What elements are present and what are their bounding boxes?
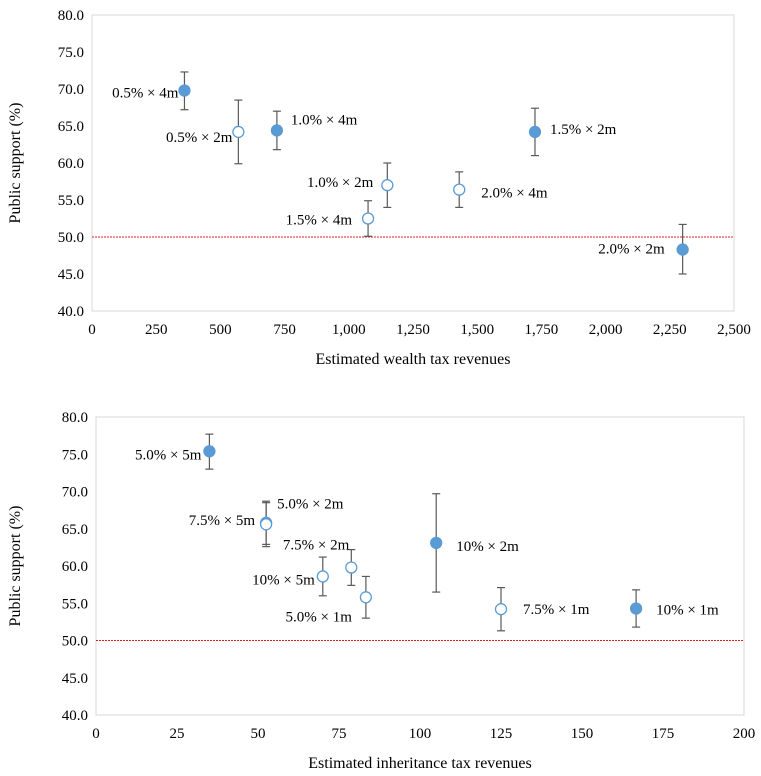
y-tick-label: 40.0: [58, 304, 84, 320]
x-tick-label: 175: [652, 726, 675, 742]
y-axis-title: Public support (%): [7, 103, 24, 224]
data-point-filled: [631, 603, 642, 614]
point-label: 7.5% × 1m: [523, 602, 590, 618]
data-point-open: [346, 562, 357, 573]
x-tick-labels: 0 250 500 750 1,000 1,250 1,500 1,750 2,000 2,250…: [88, 322, 751, 338]
x-axis-title: Estimated inheritance tax revenues: [308, 755, 531, 772]
x-tick-label: 25: [170, 726, 185, 742]
data-point-filled: [271, 125, 282, 136]
data-point-open: [360, 592, 371, 603]
y-tick-label: 40.0: [62, 708, 88, 724]
point-label: 5.0% × 2m: [277, 496, 344, 512]
y-tick-label: 45.0: [58, 267, 84, 283]
data-point-open: [261, 519, 272, 530]
x-tick-label: 250: [145, 322, 168, 338]
y-tick-label: 50.0: [58, 230, 84, 246]
point-labels: 0.5% × 4m 0.5% × 2m 1.0% × 4m 1.5% × 4m 1.0%…: [112, 85, 665, 257]
x-tick-label: 0: [92, 726, 100, 742]
x-tick-label: 1,500: [460, 322, 494, 338]
y-tick-label: 80.0: [62, 410, 88, 426]
y-tick-label: 65.0: [58, 119, 84, 135]
x-tick-label: 2,250: [653, 322, 687, 338]
plot-frame: [92, 15, 734, 311]
point-label: 1.0% × 4m: [291, 112, 358, 128]
x-tick-labels: 0 25 50 75 100 125 150 175 200: [92, 726, 755, 742]
point-label: 1.0% × 2m: [307, 175, 374, 191]
point-label: 2.0% × 4m: [481, 186, 548, 202]
x-tick-label: 500: [209, 322, 232, 338]
data-point-open: [317, 571, 328, 582]
point-label: 7.5% × 2m: [283, 537, 350, 553]
wealth-tax-chart: 40.0 45.0 50.0 55.0 60.0 65.0 70.0 75.0 80.0 0 25…: [7, 8, 751, 368]
inheritance-tax-chart: 40.0 45.0 50.0 55.0 60.0 65.0 70.0 75.0 80.0 0 25…: [7, 410, 755, 772]
point-label: 2.0% × 2m: [598, 242, 665, 258]
x-tick-label: 2,000: [589, 322, 623, 338]
x-tick-label: 1,250: [396, 322, 430, 338]
x-tick-label: 1,000: [332, 322, 366, 338]
x-tick-label: 100: [409, 726, 432, 742]
point-label: 5.0% × 1m: [286, 609, 353, 625]
x-tick-label: 0: [88, 322, 96, 338]
data-point-open: [382, 180, 393, 191]
data-point-filled: [677, 244, 688, 255]
y-axis-title: Public support (%): [7, 506, 24, 627]
y-tick-label: 70.0: [58, 82, 84, 98]
data-point-open: [454, 184, 465, 195]
data-point-filled: [431, 537, 442, 548]
point-label: 1.5% × 4m: [286, 213, 353, 229]
x-tick-label: 50: [251, 726, 266, 742]
point-label: 7.5% × 5m: [189, 513, 256, 529]
y-tick-label: 60.0: [58, 156, 84, 172]
x-tick-label: 200: [733, 726, 756, 742]
point-label: 10% × 5m: [252, 572, 315, 588]
y-tick-label: 55.0: [62, 596, 88, 612]
point-label: 1.5% × 2m: [550, 122, 617, 138]
data-point-filled: [204, 446, 215, 457]
x-tick-label: 750: [273, 322, 296, 338]
x-tick-label: 2,500: [717, 322, 751, 338]
point-labels: 5.0% × 5m 7.5% × 5m 5.0% × 2m 10% × 5m 7.5% …: [135, 447, 719, 625]
y-tick-label: 50.0: [62, 634, 88, 650]
y-tick-label: 65.0: [62, 522, 88, 538]
data-points: [179, 85, 688, 255]
x-tick-label: 150: [571, 726, 594, 742]
y-tick-labels: 40.0 45.0 50.0 55.0 60.0 65.0 70.0 75.0 80.0: [62, 410, 88, 724]
data-point-open: [363, 213, 374, 224]
y-tick-label: 60.0: [62, 559, 88, 575]
y-tick-label: 70.0: [62, 485, 88, 501]
y-tick-label: 80.0: [58, 8, 84, 24]
point-label: 0.5% × 4m: [112, 85, 179, 101]
point-label: 10% × 1m: [656, 602, 719, 618]
data-point-open: [496, 604, 507, 615]
y-tick-label: 55.0: [58, 193, 84, 209]
y-tick-label: 45.0: [62, 671, 88, 687]
data-points: [204, 446, 642, 615]
x-tick-label: 1,750: [525, 322, 559, 338]
data-point-filled: [179, 85, 190, 96]
point-label: 0.5% × 2m: [166, 130, 233, 146]
x-tick-label: 125: [490, 726, 513, 742]
x-axis-title: Estimated wealth tax revenues: [315, 351, 510, 368]
x-tick-label: 75: [332, 726, 347, 742]
y-tick-labels: 40.0 45.0 50.0 55.0 60.0 65.0 70.0 75.0 80.0: [58, 8, 84, 320]
y-tick-label: 75.0: [58, 45, 84, 61]
y-tick-label: 75.0: [62, 447, 88, 463]
point-label: 10% × 2m: [456, 539, 519, 555]
data-point-open: [233, 126, 244, 137]
point-label: 5.0% × 5m: [135, 447, 202, 463]
data-point-filled: [529, 126, 540, 137]
